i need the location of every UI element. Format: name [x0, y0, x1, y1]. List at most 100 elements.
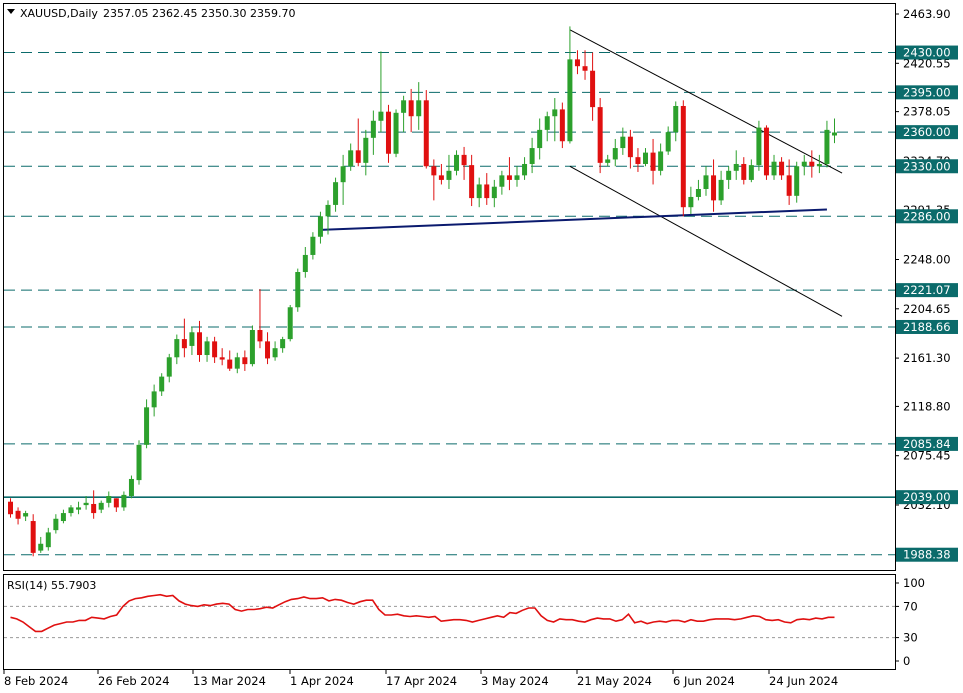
candle	[832, 118, 837, 144]
candle-body	[280, 339, 286, 349]
candle-body	[333, 182, 339, 205]
level-label-box	[896, 283, 958, 298]
candle	[590, 52, 596, 121]
candle	[272, 341, 278, 361]
candle	[499, 170, 505, 195]
candle	[771, 154, 777, 180]
candle	[408, 88, 414, 133]
level-label-box	[896, 490, 958, 505]
candle	[423, 90, 429, 169]
trendline-lower-support	[569, 165, 843, 317]
candle-body	[673, 105, 679, 133]
price-tick-label: 2118.80	[903, 399, 951, 413]
candle	[310, 232, 316, 260]
candle-body	[174, 339, 180, 358]
symbol-label: XAUUSD,Daily	[20, 7, 98, 20]
candle	[537, 118, 543, 160]
candle	[287, 304, 293, 342]
candle	[23, 510, 29, 522]
date-tick-label: 17 Apr 2024	[386, 674, 457, 688]
candle	[234, 352, 240, 374]
candle	[38, 536, 44, 553]
candle-body	[151, 391, 157, 408]
candle	[144, 399, 150, 449]
candle-body	[537, 129, 543, 149]
candle-body	[454, 154, 460, 171]
candle-body	[38, 543, 44, 551]
candle	[763, 125, 769, 180]
date-tick-label: 3 May 2024	[481, 674, 549, 688]
date-tick-label: 1 Apr 2024	[290, 674, 354, 688]
candle-body	[756, 127, 762, 166]
candle	[673, 101, 679, 142]
candle	[295, 268, 301, 312]
candle	[620, 127, 626, 155]
candle	[181, 318, 187, 358]
candle-body	[348, 150, 354, 167]
candle	[627, 129, 633, 169]
candle	[695, 179, 701, 201]
level-label-box	[896, 159, 958, 174]
candle	[60, 509, 66, 524]
candle-body	[779, 161, 785, 176]
candle-body	[401, 100, 407, 113]
candle	[756, 120, 762, 171]
candle	[113, 498, 119, 512]
collapse-triangle-icon[interactable]	[7, 9, 15, 14]
candle	[333, 177, 339, 212]
candle-body	[317, 216, 323, 237]
candle	[748, 159, 754, 183]
candle	[514, 166, 520, 187]
candle-body	[212, 341, 218, 358]
candle-body	[76, 507, 82, 510]
candle-body	[491, 186, 497, 199]
candle-body	[121, 494, 127, 508]
candle-body	[824, 129, 830, 164]
candle-body	[786, 175, 792, 196]
candle	[249, 325, 255, 367]
rsi-tick-label: 0	[903, 654, 910, 668]
candle-body	[355, 150, 361, 163]
candle	[476, 177, 482, 208]
candle	[688, 186, 694, 215]
candle	[809, 150, 815, 178]
candle-body	[733, 163, 739, 171]
trendlines	[320, 29, 843, 317]
candle-body	[60, 513, 66, 522]
candle	[801, 154, 807, 176]
level-label: 2039.00	[903, 490, 951, 504]
candle	[340, 154, 346, 205]
candle	[605, 154, 611, 167]
candle-body	[370, 120, 376, 138]
candle	[416, 82, 422, 130]
trendline-rising-support	[320, 208, 827, 231]
date-tick-label: 21 May 2024	[577, 674, 652, 688]
candle-body	[196, 332, 202, 356]
level-label-box	[896, 319, 958, 334]
price-tick-label: 2248.00	[903, 253, 951, 267]
rsi-axis: 100 70 30 0	[895, 576, 925, 668]
candle	[385, 104, 391, 163]
candle	[325, 200, 331, 235]
candle-body	[809, 161, 815, 167]
trendline-upper-resistance	[569, 29, 843, 174]
candle	[491, 179, 497, 208]
candle-body	[506, 175, 512, 180]
rsi-tick-label: 70	[903, 599, 918, 613]
candle-body	[711, 175, 717, 201]
candle-body	[257, 330, 263, 342]
candle	[227, 350, 233, 371]
candle	[506, 157, 512, 191]
candle	[612, 138, 618, 167]
candle-body	[234, 357, 240, 369]
candle-body	[416, 100, 422, 117]
candle-body	[106, 496, 112, 503]
candle	[166, 353, 172, 383]
ohlc-label: 2357.05 2362.45 2350.30 2359.70	[103, 7, 295, 20]
candle-body	[325, 204, 331, 217]
candle	[454, 150, 460, 176]
candle-body	[703, 175, 709, 189]
candle-body	[559, 109, 565, 142]
candle	[650, 138, 656, 185]
